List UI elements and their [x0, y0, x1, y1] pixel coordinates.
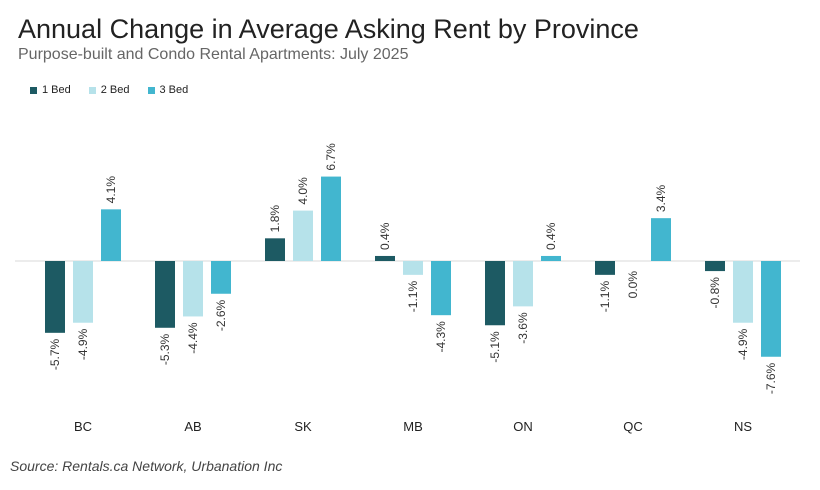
value-label-on-2-bed: -3.6%: [516, 312, 530, 344]
value-label-sk-1-bed: 1.8%: [268, 205, 282, 233]
category-label-bc: BC: [74, 419, 92, 434]
bar-mb-1-bed: [375, 255, 395, 261]
value-label-sk-2-bed: 4.0%: [296, 177, 310, 205]
bar-on-2-bed: [513, 261, 533, 307]
bar-ns-1-bed: [705, 261, 725, 272]
value-label-ns-2-bed: -4.9%: [736, 328, 750, 360]
value-label-ab-1-bed: -5.3%: [158, 333, 172, 365]
value-label-on-1-bed: -5.1%: [488, 331, 502, 363]
legend-item-2-bed: 2 Bed: [88, 84, 130, 96]
category-label-qc: QC: [623, 419, 643, 434]
legend-item-3-bed: 3 Bed: [147, 84, 189, 96]
bar-ns-2-bed: [733, 261, 753, 323]
value-label-bc-2-bed: -4.9%: [76, 328, 90, 360]
legend-item-1-bed: 1 Bed: [30, 84, 71, 96]
value-label-qc-1-bed: -1.1%: [598, 281, 612, 313]
bar-on-3-bed: [541, 255, 561, 261]
value-label-mb-2-bed: -1.1%: [406, 281, 420, 313]
category-label-ns: NS: [734, 419, 752, 434]
bar-bc-2-bed: [73, 261, 93, 323]
category-label-ab: AB: [184, 419, 201, 434]
value-label-qc-3-bed: 3.4%: [654, 184, 668, 212]
chart-subtitle: Purpose-built and Condo Rental Apartment…: [18, 46, 409, 63]
bar-bc-3-bed: [101, 209, 121, 261]
bar-qc-1-bed: [595, 261, 615, 275]
bar-mb-3-bed: [431, 261, 451, 316]
bar-sk-3-bed: [321, 176, 341, 261]
legend-label-3-bed: 3 Bed: [159, 84, 189, 96]
bar-ab-2-bed: [183, 261, 203, 317]
legend-label-2-bed: 2 Bed: [100, 84, 130, 96]
legend-swatch-1-bed: [30, 86, 37, 94]
legend-swatch-3-bed: [147, 86, 155, 94]
bar-ab-1-bed: [155, 261, 175, 328]
bar-sk-1-bed: [265, 238, 285, 261]
chart-title: Annual Change in Average Asking Rent by …: [18, 14, 639, 44]
source-note: Source: Rentals.ca Network, Urbanation I…: [10, 458, 283, 474]
bar-sk-2-bed: [293, 210, 313, 261]
legend-label-1-bed: 1 Bed: [42, 84, 71, 96]
value-label-qc-2-bed: 0.0%: [626, 271, 640, 299]
value-label-mb-3-bed: -4.3%: [434, 321, 448, 353]
bar-on-1-bed: [485, 261, 505, 326]
value-label-ns-3-bed: -7.6%: [764, 362, 778, 394]
value-label-mb-1-bed: 0.4%: [378, 222, 392, 250]
value-label-bc-1-bed: -5.7%: [48, 339, 62, 371]
category-label-on: ON: [513, 419, 533, 434]
value-label-bc-3-bed: 4.1%: [104, 176, 118, 204]
category-label-sk: SK: [294, 419, 312, 434]
bar-qc-3-bed: [651, 218, 671, 261]
value-label-ns-1-bed: -0.8%: [708, 277, 722, 309]
legend: 1 Bed 2 Bed 3 Bed: [30, 84, 188, 96]
legend-swatch-2-bed: [88, 86, 96, 94]
value-label-sk-3-bed: 6.7%: [324, 143, 338, 171]
bar-ns-3-bed: [761, 261, 781, 357]
value-label-on-3-bed: 0.4%: [544, 222, 558, 250]
bar-mb-2-bed: [403, 261, 423, 275]
bar-bc-1-bed: [45, 261, 65, 333]
category-label-mb: MB: [403, 419, 423, 434]
value-label-ab-2-bed: -4.4%: [186, 322, 200, 354]
value-label-ab-3-bed: -2.6%: [214, 299, 228, 331]
bar-ab-3-bed: [211, 261, 231, 294]
